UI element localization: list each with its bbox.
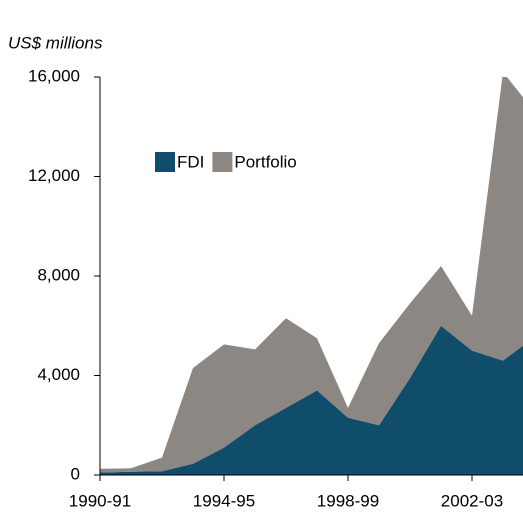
x-tick-label: 1994-95 [193, 491, 255, 510]
y-tick-label: 12,000 [28, 166, 80, 185]
legend-swatch [155, 152, 175, 172]
legend-swatch [212, 152, 233, 172]
y-tick-label: 0 [71, 464, 80, 483]
y-tick-label: 8,000 [37, 265, 80, 284]
area [100, 325, 523, 475]
x-tick-label: 1998-99 [317, 491, 379, 510]
y-tick-label: 16,000 [28, 66, 80, 85]
x-tick-label: 2002-03 [441, 491, 503, 510]
legend-label: FDI [177, 152, 204, 171]
legend-label: Portfolio [234, 152, 296, 171]
y-tick-label: 4,000 [37, 365, 80, 384]
plot-area [100, 77, 523, 475]
chart-subtitle: US$ millions [8, 33, 103, 52]
area [100, 77, 523, 473]
x-tick-label: 1990-91 [69, 491, 131, 510]
